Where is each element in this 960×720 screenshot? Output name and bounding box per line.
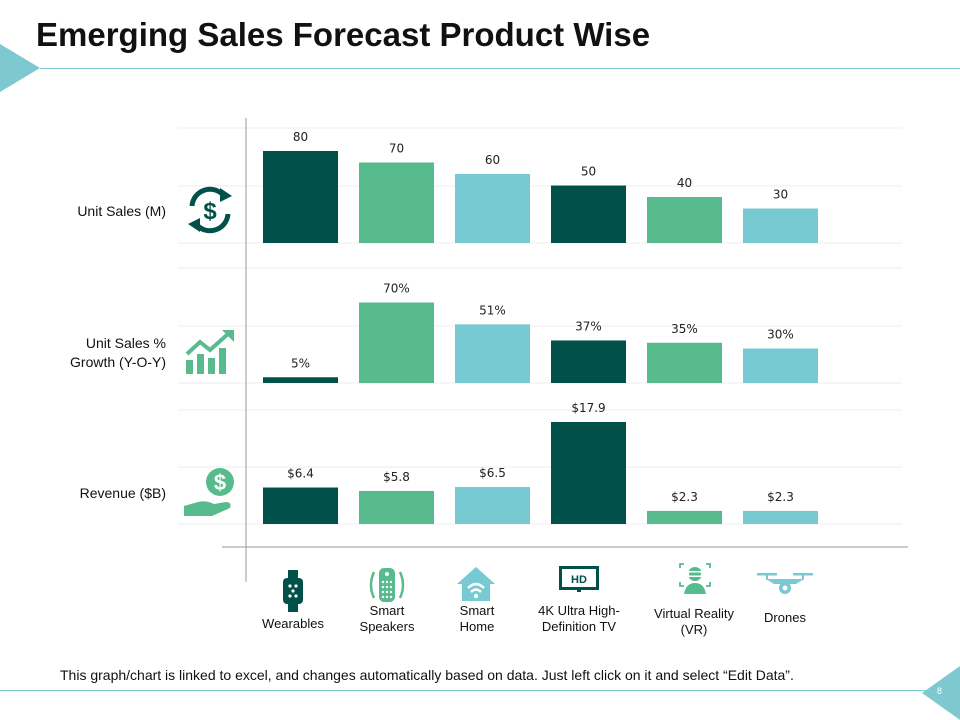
bar-2-5	[647, 342, 722, 383]
data-label-1-2: 70	[389, 142, 404, 156]
data-label-3-5: $2.3	[671, 490, 698, 504]
data-label-2-6: 30%	[767, 328, 794, 342]
bar-1-2	[359, 162, 434, 243]
bar-3-4	[551, 421, 626, 524]
category-label-line2: Home	[459, 619, 495, 634]
row-label-unit-growth-line1: Unit Sales %	[85, 335, 166, 351]
data-label-1-4: 50	[581, 165, 596, 179]
title-divider	[40, 68, 960, 69]
category-label-smart-home: Smart Home	[422, 603, 532, 635]
category-label-line2: Definition TV	[541, 619, 617, 634]
data-label-2-2: 70%	[383, 282, 410, 296]
data-label-2-4: 37%	[575, 319, 602, 333]
row-label-revenue: Revenue ($B)	[16, 484, 166, 503]
category-label-line1: Virtual Reality	[654, 606, 734, 621]
category-label-wearables: Wearables	[238, 616, 348, 632]
data-label-3-6: $2.3	[767, 490, 794, 504]
bar-3-6	[743, 510, 818, 524]
category-label-line1: Wearables	[262, 616, 324, 631]
data-label-3-2: $5.8	[383, 470, 410, 484]
bar-1-6	[743, 208, 818, 243]
svg-text:HD: HD	[571, 574, 587, 586]
bar-3-3	[455, 486, 530, 524]
data-label-1-3: 60	[485, 153, 500, 167]
data-label-3-4: $17.9	[571, 401, 605, 415]
category-label-line1: Smart	[369, 603, 405, 618]
hd-tv-icon: HD	[559, 566, 599, 592]
vr-headset-icon	[679, 563, 711, 594]
bar-1-5	[647, 197, 722, 243]
category-label-line2: Speakers	[359, 619, 415, 634]
data-label-2-1: 5%	[291, 356, 310, 370]
bar-3-5	[647, 510, 722, 524]
data-label-1-1: 80	[293, 130, 308, 144]
bar-2-6	[743, 348, 818, 383]
bar-2-4	[551, 340, 626, 383]
bar-1-3	[455, 174, 530, 243]
bar-2-1	[263, 377, 338, 383]
page-number: 8	[937, 686, 943, 696]
row-label-revenue-text: Revenue ($B)	[79, 485, 166, 501]
row-label-unit-growth-line2: Growth (Y-O-Y)	[70, 354, 166, 370]
footnote-text: This graph/chart is linked to excel, and…	[60, 667, 794, 683]
drone-icon	[757, 573, 813, 594]
data-label-3-3: $6.5	[479, 466, 506, 480]
data-label-2-3: 51%	[479, 303, 506, 317]
category-label-vr: Virtual Reality (VR)	[639, 606, 749, 638]
money-hand-icon: $	[184, 468, 234, 516]
data-label-3-1: $6.4	[287, 467, 314, 481]
category-label-smart-speakers: Smart Speakers	[332, 603, 442, 635]
svg-text:$: $	[203, 198, 217, 225]
bar-2-2	[359, 302, 434, 383]
category-label-4k-tv: 4K Ultra High- Definition TV	[524, 603, 634, 635]
svg-text:$: $	[214, 470, 226, 495]
bar-3-2	[359, 490, 434, 524]
growth-chart-icon	[185, 330, 234, 374]
bar-3-1	[263, 487, 338, 524]
data-label-1-5: 40	[677, 176, 692, 190]
data-label-2-5: 35%	[671, 322, 698, 336]
title-accent-triangle	[0, 44, 40, 92]
smart-home-icon	[457, 567, 495, 601]
category-label-line1: Drones	[764, 610, 806, 625]
smart-speaker-icon	[369, 568, 405, 602]
bar-1-1	[263, 151, 338, 243]
category-label-line1: Smart	[459, 603, 495, 618]
footer-divider	[0, 690, 930, 691]
category-label-line1: 4K Ultra High-	[538, 603, 620, 618]
bar-1-4	[551, 185, 626, 243]
category-label-drones: Drones	[730, 610, 840, 626]
bar-2-3	[455, 324, 530, 383]
smartwatch-icon	[283, 570, 303, 612]
dollar-cycle-icon: $	[188, 186, 232, 234]
row-label-unit-growth: Unit Sales % Growth (Y-O-Y)	[16, 334, 166, 372]
row-label-unit-sales-text: Unit Sales (M)	[77, 203, 166, 219]
page-title: Emerging Sales Forecast Product Wise	[36, 16, 651, 53]
data-label-1-6: 30	[773, 188, 788, 202]
row-label-unit-sales: Unit Sales (M)	[16, 202, 166, 221]
category-label-line2: (VR)	[680, 622, 708, 637]
